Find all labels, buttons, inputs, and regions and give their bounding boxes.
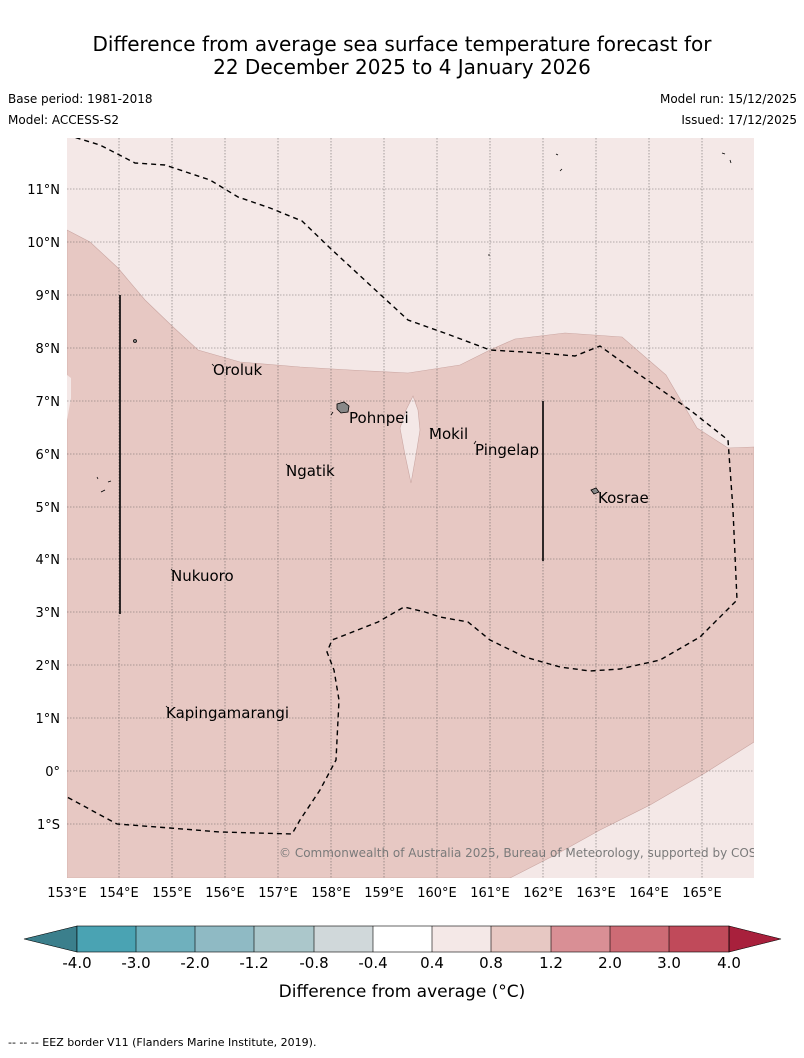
lat-label: 9°N bbox=[36, 289, 61, 304]
lon-label: 165°E bbox=[682, 886, 722, 901]
place-labels: Oroluk Pohnpei Mokil Pingelap Ngatik Kos… bbox=[166, 361, 649, 722]
lon-label: 162°E bbox=[523, 886, 563, 901]
colorbar-tick-label: 2.0 bbox=[598, 954, 622, 972]
lat-label: 6°N bbox=[36, 448, 61, 463]
colorbar-swatch bbox=[254, 926, 314, 952]
anomaly-edge-patch bbox=[67, 375, 71, 420]
place-label-pingelap: Pingelap bbox=[475, 441, 539, 459]
colorbar-tick-label: 0.4 bbox=[420, 954, 444, 972]
lon-label: 153°E bbox=[47, 886, 87, 901]
pohnpei-island bbox=[336, 401, 350, 414]
base-period-text: Base period: 1981-2018 bbox=[8, 92, 153, 106]
colorbar-swatch bbox=[432, 926, 491, 952]
colorbar-label: Difference from average (°C) bbox=[279, 982, 526, 1002]
copyright-text: © Commonwealth of Australia 2025, Bureau… bbox=[279, 846, 784, 860]
lon-label: 161°E bbox=[470, 886, 510, 901]
colorbar-swatch bbox=[195, 926, 254, 952]
place-label-oroluk: Oroluk bbox=[213, 361, 262, 379]
colorbar-tick-label: -1.2 bbox=[239, 954, 268, 972]
eez-footnote: -- -- -- EEZ border V11 (Flanders Marine… bbox=[8, 1036, 317, 1049]
lon-label: 159°E bbox=[364, 886, 404, 901]
map-title-line1: Difference from average sea surface temp… bbox=[92, 32, 712, 56]
lat-label: 10°N bbox=[27, 236, 60, 251]
colorbar-tick-label: 0.8 bbox=[479, 954, 503, 972]
lon-label: 157°E bbox=[258, 886, 298, 901]
lat-label: 7°N bbox=[36, 395, 61, 410]
colorbar-tick-label: 3.0 bbox=[657, 954, 681, 972]
boundary-lines bbox=[119, 295, 544, 614]
colorbar-tick-label: -2.0 bbox=[180, 954, 209, 972]
lat-label: 4°N bbox=[36, 553, 61, 568]
lon-label: 156°E bbox=[205, 886, 245, 901]
colorbar-tick-label: -0.4 bbox=[358, 954, 387, 972]
lon-label: 154°E bbox=[99, 886, 139, 901]
lat-label: 3°N bbox=[36, 606, 61, 621]
place-label-nukuoro: Nukuoro bbox=[171, 567, 234, 585]
lon-label: 155°E bbox=[152, 886, 192, 901]
lon-label: 163°E bbox=[576, 886, 616, 901]
colorbar-swatch bbox=[551, 926, 610, 952]
map-grid bbox=[67, 138, 754, 878]
lat-label: 1°S bbox=[37, 818, 60, 833]
colorbar-swatch bbox=[610, 926, 669, 952]
lat-label: 8°N bbox=[36, 342, 61, 357]
lon-label: 158°E bbox=[311, 886, 351, 901]
colorbar-extend-low bbox=[23, 925, 78, 953]
place-label-kosrae: Kosrae bbox=[598, 489, 649, 507]
place-label-mokil: Mokil bbox=[429, 425, 468, 443]
anomaly-band-0.8-1.2 bbox=[67, 229, 754, 878]
colorbar: -4.0 -3.0 -2.0 -1.2 -0.8 -0.4 0.4 0.8 1.… bbox=[23, 925, 782, 1002]
lat-label: 2°N bbox=[36, 659, 61, 674]
colorbar-swatch bbox=[669, 926, 729, 952]
sst-anomaly-map: Oroluk Pohnpei Mokil Pingelap Ngatik Kos… bbox=[23, 138, 784, 1002]
colorbar-tick-label: 1.2 bbox=[539, 954, 563, 972]
colorbar-tick-label: -4.0 bbox=[62, 954, 91, 972]
lon-label: 164°E bbox=[629, 886, 669, 901]
kosrae-island bbox=[590, 487, 600, 495]
colorbar-tick-label: -0.8 bbox=[299, 954, 328, 972]
colorbar-swatch bbox=[373, 926, 432, 952]
lat-label: 0° bbox=[45, 765, 60, 780]
issued-text: Issued: 17/12/2025 bbox=[681, 113, 797, 127]
colorbar-tick-label: -3.0 bbox=[121, 954, 150, 972]
islands bbox=[96, 152, 732, 709]
place-label-pohnpei: Pohnpei bbox=[349, 409, 409, 427]
place-label-ngatik: Ngatik bbox=[286, 462, 335, 480]
lat-axis-labels: 11°N 10°N 9°N 8°N 7°N 6°N 5°N 4°N 3°N 2°… bbox=[27, 183, 60, 833]
colorbar-swatch bbox=[136, 926, 195, 952]
model-text: Model: ACCESS-S2 bbox=[8, 113, 120, 127]
lat-label: 11°N bbox=[27, 183, 60, 198]
lat-label: 5°N bbox=[36, 501, 61, 516]
lon-label: 160°E bbox=[417, 886, 457, 901]
colorbar-tick-label: 4.0 bbox=[717, 954, 741, 972]
anomaly-tongue bbox=[399, 395, 421, 484]
place-label-kapingamarangi: Kapingamarangi bbox=[166, 704, 289, 722]
model-run-text: Model run: 15/12/2025 bbox=[659, 92, 797, 106]
colorbar-swatch bbox=[77, 926, 136, 952]
colorbar-swatch bbox=[491, 926, 551, 952]
lat-label: 1°N bbox=[36, 712, 61, 727]
colorbar-extend-high bbox=[728, 925, 782, 953]
map-title-line2: 22 December 2025 to 4 January 2026 bbox=[213, 55, 591, 79]
lon-axis-labels: 153°E 154°E 155°E 156°E 157°E 158°E 159°… bbox=[47, 886, 722, 901]
map-plot-area: Oroluk Pohnpei Mokil Pingelap Ngatik Kos… bbox=[67, 138, 784, 878]
colorbar-swatch bbox=[314, 926, 373, 952]
